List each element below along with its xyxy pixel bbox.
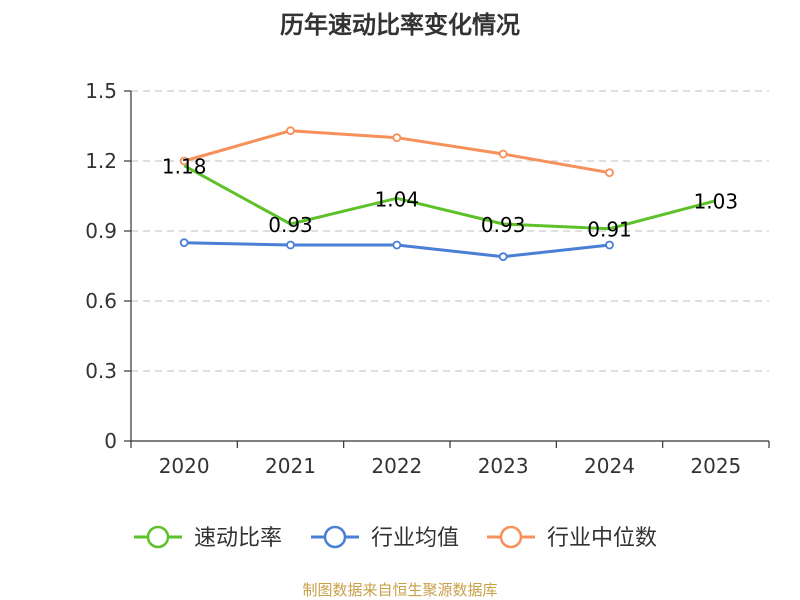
data-label: 0.93 xyxy=(268,213,313,237)
data-point xyxy=(605,240,614,250)
data-point xyxy=(392,240,402,250)
data-labels: 1.18 0.93 1.04 0.93 0.91 1.03 xyxy=(162,155,738,242)
grid-lines xyxy=(131,90,769,372)
x-tick-label: 2025 xyxy=(690,454,741,478)
data-point xyxy=(179,238,189,248)
legend-swatch-marker xyxy=(146,525,170,549)
data-label: 1.18 xyxy=(162,155,207,179)
data-label: 0.91 xyxy=(587,218,632,242)
series-line-0 xyxy=(183,164,717,231)
series-lines xyxy=(179,126,717,262)
legend-label: 行业中位数 xyxy=(547,526,657,551)
y-tick-label: 1.5 xyxy=(85,79,117,103)
y-tick-label: 0.3 xyxy=(85,359,117,383)
x-tick-label: 2022 xyxy=(371,454,422,478)
data-point xyxy=(392,133,402,143)
axes: 0 0.3 0.6 0.9 1.2 1.5 2020 2021 2022 2023 2024 2025 xyxy=(85,79,770,478)
y-tick-label: 1.2 xyxy=(85,149,117,173)
data-label: 1.03 xyxy=(694,190,739,214)
data-point xyxy=(498,252,508,262)
source-note: 制图数据来自恒生聚源数据库 xyxy=(302,581,497,599)
legend-swatch-marker xyxy=(499,525,523,549)
x-tick-label: 2024 xyxy=(584,454,635,478)
x-tick-label: 2020 xyxy=(159,454,210,478)
data-label: 1.04 xyxy=(375,187,420,211)
y-tick-label: 0 xyxy=(104,429,117,453)
legend-label: 行业均值 xyxy=(371,526,459,551)
data-point xyxy=(286,126,295,136)
legend-item-0[interactable]: 速动比率 xyxy=(134,525,282,551)
x-tick-label: 2021 xyxy=(265,454,316,478)
x-tick-label: 2023 xyxy=(478,454,529,478)
data-point xyxy=(605,168,614,178)
data-point xyxy=(286,240,295,250)
legend: 速动比率 行业均值 行业中位数 xyxy=(134,525,657,551)
legend-swatch-marker xyxy=(323,525,347,549)
y-tick-label: 0.9 xyxy=(85,219,117,243)
legend-label: 速动比率 xyxy=(194,526,282,551)
chart-title: 历年速动比率变化情况 xyxy=(280,11,520,39)
legend-item-1[interactable]: 行业均值 xyxy=(311,525,459,551)
data-point xyxy=(498,149,508,159)
data-label: 0.93 xyxy=(481,213,526,237)
legend-item-2[interactable]: 行业中位数 xyxy=(487,525,657,551)
data-point xyxy=(179,156,189,166)
y-tick-label: 0.6 xyxy=(85,289,117,313)
